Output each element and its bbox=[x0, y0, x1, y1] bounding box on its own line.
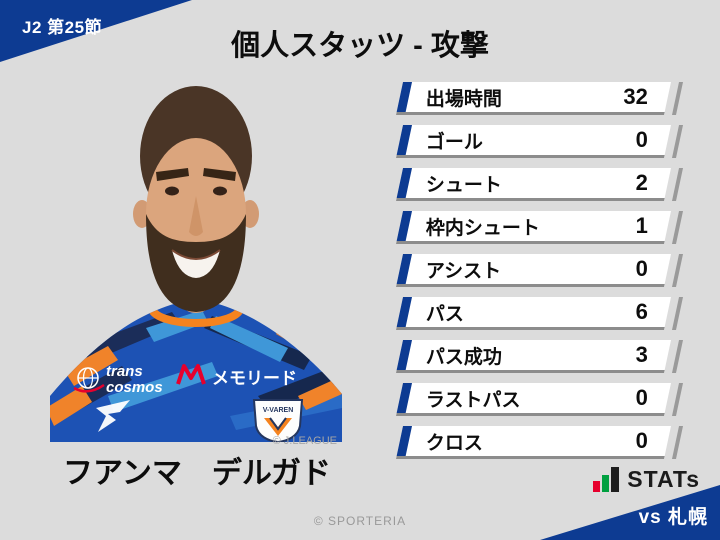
stat-value: 6 bbox=[635, 299, 648, 324]
bar-red bbox=[593, 481, 601, 492]
player-head bbox=[133, 86, 259, 312]
stats-logo: STATs bbox=[593, 467, 700, 492]
bar-green bbox=[602, 475, 610, 492]
stats-list: 出場時間 32 ゴール 0 シュート 2 枠内シュート 1 アシスト 0 パス 6 パス成功… bbox=[396, 82, 684, 469]
row-slash bbox=[672, 82, 684, 115]
stat-label: パス成功 bbox=[425, 346, 502, 368]
stat-label: 出場時間 bbox=[425, 88, 502, 110]
stat-row-goals: ゴール 0 bbox=[396, 125, 684, 158]
opponent-label: vs 札幌 bbox=[638, 507, 708, 528]
row-slash bbox=[672, 340, 684, 373]
matchday-label: J2 第25節 bbox=[22, 18, 103, 37]
sponsor-memolead: メモリード bbox=[176, 364, 297, 388]
stat-value: 2 bbox=[635, 170, 648, 195]
jersey-f-mark bbox=[96, 400, 130, 432]
stat-row-passes: パス 6 bbox=[396, 297, 684, 330]
player-photo: trans cosmos メモリード V-VAREN bbox=[50, 86, 342, 442]
row-slash bbox=[672, 211, 684, 244]
stat-label: クロス bbox=[425, 432, 483, 454]
bar-chart-icon bbox=[593, 467, 620, 492]
stat-value: 32 bbox=[623, 84, 648, 109]
stat-label: パス bbox=[425, 303, 464, 325]
stat-value: 0 bbox=[635, 127, 648, 152]
stat-label: アシスト bbox=[425, 260, 502, 282]
stat-value: 0 bbox=[635, 256, 648, 281]
player-jersey: trans cosmos メモリード V-VAREN bbox=[50, 303, 342, 442]
row-slash bbox=[672, 168, 684, 201]
site-credit: © SPORTERIA bbox=[313, 514, 407, 528]
stat-label: シュート bbox=[425, 174, 502, 196]
bar-black bbox=[611, 467, 620, 492]
photo-credit: © J.LEAGUE bbox=[272, 435, 337, 447]
stat-row-shots-on-target: 枠内シュート 1 bbox=[396, 211, 684, 244]
page-title: 個人スタッツ - 攻撃 bbox=[231, 30, 489, 62]
row-slash bbox=[672, 426, 684, 459]
player-name: フアンマ デルガド bbox=[63, 457, 331, 490]
svg-text:cosmos: cosmos bbox=[106, 379, 163, 396]
svg-text:メモリード: メモリード bbox=[212, 369, 297, 388]
svg-text:trans: trans bbox=[106, 363, 143, 380]
stat-value: 1 bbox=[635, 213, 648, 238]
stat-row-assists: アシスト 0 bbox=[396, 254, 684, 287]
club-crest: V-VAREN bbox=[252, 399, 304, 442]
row-slash bbox=[672, 254, 684, 287]
stat-row-passes-completed: パス成功 3 bbox=[396, 340, 684, 373]
stat-row-crosses: クロス 0 bbox=[396, 426, 684, 459]
stat-row-key-passes: ラストパス 0 bbox=[396, 383, 684, 416]
stat-value: 0 bbox=[635, 385, 648, 410]
row-slash bbox=[672, 125, 684, 158]
stat-label: 枠内シュート bbox=[425, 217, 540, 239]
stat-row-shots: シュート 2 bbox=[396, 168, 684, 201]
stats-logo-text: STATs bbox=[627, 466, 700, 492]
stat-value: 3 bbox=[635, 342, 648, 367]
row-slash bbox=[672, 383, 684, 416]
stat-label: ラストパス bbox=[425, 389, 521, 411]
sponsor-transcosmos: trans cosmos bbox=[73, 363, 163, 396]
stat-row-playing-time: 出場時間 32 bbox=[396, 82, 684, 115]
stat-value: 0 bbox=[635, 428, 648, 453]
row-slash bbox=[672, 297, 684, 330]
svg-text:V-VAREN: V-VAREN bbox=[263, 407, 294, 414]
stat-label: ゴール bbox=[425, 131, 483, 153]
